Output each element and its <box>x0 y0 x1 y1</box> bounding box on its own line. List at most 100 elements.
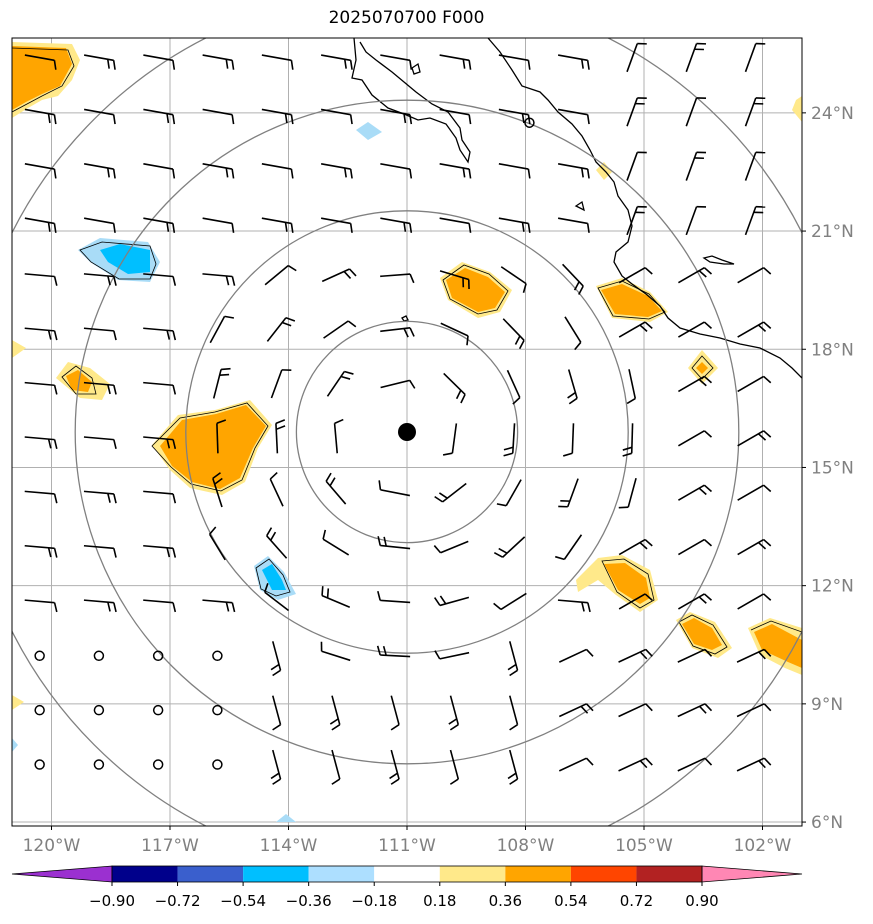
wind-barb <box>24 327 58 341</box>
lat-tick-label: 12°N <box>811 577 854 597</box>
wind-barb <box>263 583 290 612</box>
wind-barb <box>677 703 713 718</box>
wind-barb <box>202 163 235 179</box>
wind-barb <box>143 599 177 613</box>
lat-tick-label: 9°N <box>811 695 843 715</box>
colorbar-extend-high <box>701 865 803 883</box>
wind-barb <box>143 490 177 504</box>
wind-barb <box>24 54 57 70</box>
wind-barb <box>380 379 416 389</box>
wind-barb <box>508 695 519 731</box>
wind-barb <box>376 645 411 658</box>
wind-barb <box>212 367 231 399</box>
wind-barb <box>434 650 470 660</box>
wind-barb <box>498 54 531 70</box>
wind-barb <box>34 650 45 662</box>
wind-barb <box>442 423 458 456</box>
wind-barb <box>143 381 177 395</box>
wind-barb <box>325 472 347 505</box>
wind-barb <box>558 703 594 718</box>
wind-barb <box>212 650 223 662</box>
wind-barb <box>500 266 527 293</box>
anomaly-blob-positive <box>754 624 802 668</box>
wind-barb <box>496 479 522 507</box>
wind-barb <box>83 108 116 125</box>
wind-barb <box>34 704 45 716</box>
map-title: 2025070700 F000 <box>328 8 485 28</box>
wind-barb <box>380 327 415 338</box>
wind-barb <box>502 318 525 350</box>
wind-barb <box>269 471 284 507</box>
wind-barb <box>266 317 296 342</box>
range-ring <box>12 38 802 826</box>
wind-barb <box>685 151 707 181</box>
wind-barb <box>270 641 282 677</box>
colorbar-tick-label: −0.18 <box>351 892 397 910</box>
wind-barb <box>678 430 713 447</box>
wind-barb <box>83 599 117 613</box>
wind-barb <box>737 593 772 610</box>
lon-tick-label: 117°W <box>141 836 199 856</box>
wind-barb <box>271 695 282 731</box>
wind-barb <box>320 163 353 179</box>
lon-tick-label: 120°W <box>23 836 81 856</box>
colorbar-cell <box>505 866 571 882</box>
wind-barb <box>143 436 177 450</box>
wind-barb <box>493 536 526 558</box>
anomaly-blob-positive <box>601 284 662 317</box>
wind-barb <box>380 54 413 70</box>
isla-tiburon <box>411 62 421 75</box>
colorbar-tick-label: 0.18 <box>423 892 456 910</box>
wind-barb <box>209 315 235 344</box>
wind-barb <box>83 381 117 395</box>
lon-tick-label: 105°W <box>615 836 673 856</box>
wind-barb <box>737 375 772 393</box>
wind-barb <box>320 641 351 662</box>
wind-barb <box>377 590 411 604</box>
wind-barb <box>152 704 164 716</box>
wind-barb <box>34 759 45 770</box>
colorbar-tick-label: −0.90 <box>89 892 135 910</box>
lon-tick-label: 111°W <box>378 836 436 856</box>
wind-barb <box>270 749 282 785</box>
wind-barb <box>202 108 235 125</box>
wind-barb <box>212 704 223 716</box>
wind-barb <box>143 54 176 70</box>
wind-barb <box>737 430 772 447</box>
wind-barb <box>202 217 235 233</box>
wind-barb <box>626 97 647 127</box>
anomaly-blob-positive <box>792 96 802 122</box>
wind-barb <box>380 273 415 284</box>
colorbar-tick-label: 0.72 <box>620 892 653 910</box>
latitude-ticks: 24°N 21°N 18°N 15°N 12°N 9°N 6°N <box>802 104 854 833</box>
wind-barb <box>321 268 357 283</box>
anomaly-blob-positive <box>12 695 24 710</box>
wind-barb <box>83 327 117 341</box>
wind-barb <box>558 648 594 663</box>
wind-barb <box>333 418 344 454</box>
wind-barb <box>744 97 766 127</box>
wind-barb <box>24 544 58 558</box>
wind-barb <box>685 42 707 73</box>
wind-barb <box>378 480 411 497</box>
wind-barb <box>24 599 58 613</box>
wind-barb <box>507 641 519 677</box>
colorbar-tick-label: −0.36 <box>286 892 332 910</box>
wind-barb <box>212 759 223 770</box>
wind-barb <box>83 163 116 179</box>
wind-barb <box>439 270 470 290</box>
wind-barb <box>320 54 353 70</box>
wind-barb <box>93 650 105 662</box>
wind-barb <box>83 436 117 450</box>
wind-barb <box>24 436 58 450</box>
wind-barb <box>564 316 582 351</box>
wind-barb <box>331 749 341 785</box>
wind-barb <box>440 322 469 346</box>
wind-barb <box>493 592 527 611</box>
anomaly-blob-positive <box>682 618 722 650</box>
wind-barb <box>626 369 637 405</box>
colorbar-cell <box>308 866 375 882</box>
wind-barb <box>261 108 294 125</box>
wind-barb <box>261 54 294 70</box>
wind-barb <box>626 205 647 236</box>
